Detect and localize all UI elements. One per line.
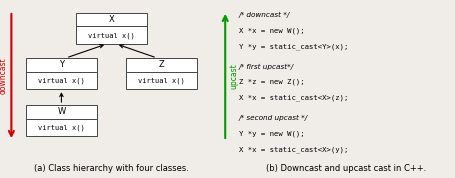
Bar bbox=[126, 58, 197, 89]
Text: /* second upcast */: /* second upcast */ bbox=[239, 115, 308, 121]
Text: /* first upcast*/: /* first upcast*/ bbox=[239, 64, 294, 70]
Text: X *x = new W();: X *x = new W(); bbox=[239, 27, 304, 34]
Text: Z: Z bbox=[159, 60, 164, 69]
Text: (b) Downcast and upcast cast in C++.: (b) Downcast and upcast cast in C++. bbox=[266, 164, 426, 174]
Text: virtual x(): virtual x() bbox=[88, 32, 135, 39]
Text: X *x = static_cast<X>(y);: X *x = static_cast<X>(y); bbox=[239, 146, 348, 153]
Text: virtual x(): virtual x() bbox=[38, 125, 85, 131]
Bar bbox=[76, 12, 147, 44]
Text: W: W bbox=[57, 107, 66, 116]
Text: Y: Y bbox=[59, 60, 64, 69]
Text: virtual x(): virtual x() bbox=[138, 78, 185, 84]
Text: X: X bbox=[109, 15, 114, 24]
Text: /* downcast */: /* downcast */ bbox=[239, 12, 290, 18]
Bar bbox=[26, 105, 97, 136]
Text: upcast: upcast bbox=[229, 63, 238, 89]
Text: X *x = static_cast<X>(z);: X *x = static_cast<X>(z); bbox=[239, 95, 348, 101]
Text: (a) Class hierarchy with four classes.: (a) Class hierarchy with four classes. bbox=[34, 164, 189, 174]
Text: Z *z = new Z();: Z *z = new Z(); bbox=[239, 79, 304, 85]
Text: Y *y = static_cast<Y>(x);: Y *y = static_cast<Y>(x); bbox=[239, 43, 348, 49]
Text: Y *y = new W();: Y *y = new W(); bbox=[239, 131, 304, 137]
Bar bbox=[26, 58, 97, 89]
Text: virtual x(): virtual x() bbox=[38, 78, 85, 84]
Text: downcast: downcast bbox=[0, 58, 8, 94]
